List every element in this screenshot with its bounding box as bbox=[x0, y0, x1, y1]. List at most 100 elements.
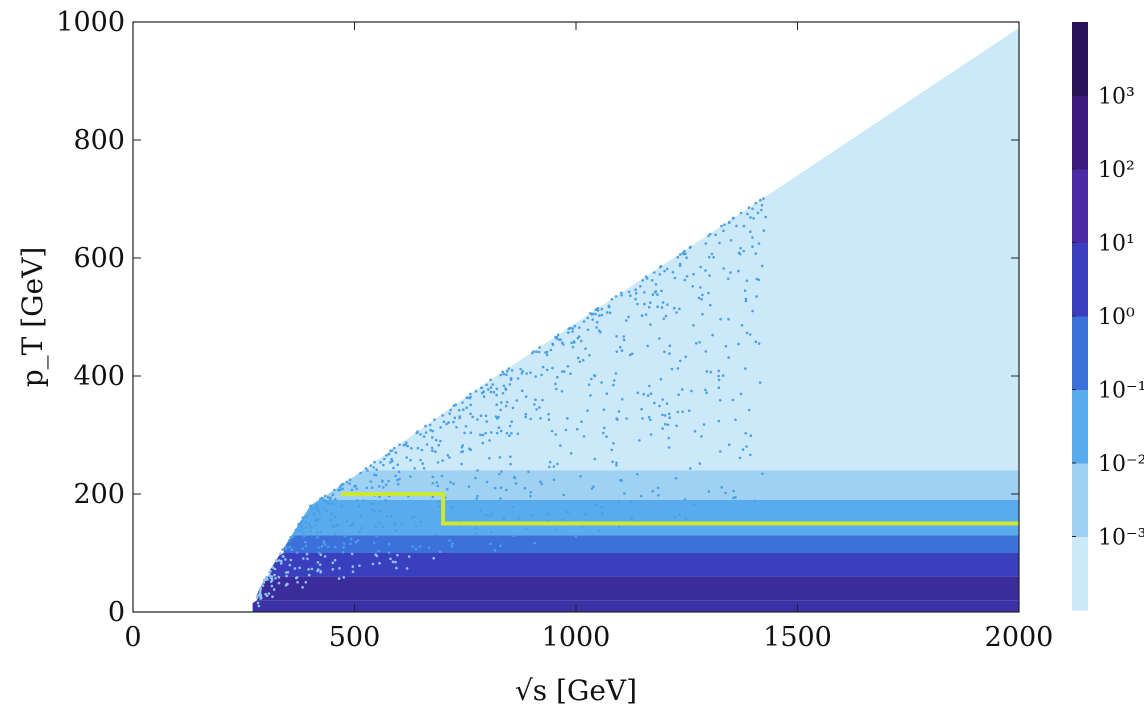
scatter-point bbox=[350, 552, 354, 556]
scatter-points bbox=[255, 197, 767, 608]
scatter-point bbox=[599, 330, 602, 334]
scatter-point bbox=[579, 339, 583, 343]
scatter-point bbox=[464, 425, 468, 428]
scatter-point bbox=[310, 567, 314, 571]
scatter-point bbox=[610, 298, 614, 301]
scatter-point bbox=[721, 374, 725, 377]
scatter-point bbox=[737, 269, 740, 273]
scatter-point bbox=[409, 458, 412, 462]
scatter-point bbox=[727, 317, 730, 321]
scatter-point bbox=[668, 344, 672, 348]
scatter-point bbox=[593, 457, 597, 461]
scatter-point bbox=[661, 427, 664, 430]
scatter-point bbox=[460, 462, 463, 466]
density-bands bbox=[252, 27, 1019, 612]
scatter-point bbox=[566, 365, 570, 368]
scatter-point bbox=[692, 272, 695, 276]
scatter-point bbox=[431, 495, 435, 499]
scatter-point bbox=[289, 558, 293, 562]
scatter-point bbox=[617, 410, 621, 413]
scatter-point bbox=[726, 277, 730, 281]
scatter-point bbox=[333, 558, 337, 562]
y-tick-label: 200 bbox=[73, 479, 125, 510]
scatter-point bbox=[452, 420, 455, 424]
scatter-point bbox=[309, 529, 312, 533]
scatter-point bbox=[586, 328, 590, 332]
scatter-point bbox=[495, 387, 499, 391]
scatter-point bbox=[581, 358, 585, 362]
scatter-point bbox=[431, 429, 435, 433]
scatter-point bbox=[757, 342, 761, 345]
scatter-point bbox=[512, 534, 515, 538]
scatter-point bbox=[378, 521, 381, 524]
scatter-point bbox=[314, 523, 318, 527]
scatter-point bbox=[605, 392, 609, 395]
scatter-point bbox=[573, 324, 577, 328]
scatter-point bbox=[387, 551, 391, 554]
scatter-point bbox=[654, 290, 658, 293]
scatter-point bbox=[322, 500, 326, 503]
scatter-point bbox=[320, 545, 324, 548]
scatter-point bbox=[667, 446, 671, 449]
scatter-point bbox=[620, 291, 623, 295]
scatter-point bbox=[569, 372, 572, 376]
scatter-point bbox=[439, 426, 442, 429]
scatter-point bbox=[326, 545, 330, 549]
scatter-point bbox=[628, 353, 632, 357]
scatter-point bbox=[453, 416, 457, 420]
scatter-point bbox=[461, 401, 464, 404]
scatter-point bbox=[591, 318, 594, 321]
scatter-point bbox=[476, 418, 479, 421]
scatter-point bbox=[414, 547, 418, 551]
scatter-point bbox=[741, 448, 745, 451]
scatter-point bbox=[488, 439, 491, 442]
scatter-point bbox=[539, 480, 542, 484]
scatter-point bbox=[450, 544, 454, 548]
scatter-point bbox=[461, 444, 465, 447]
scatter-point bbox=[299, 523, 303, 527]
scatter-point bbox=[600, 505, 604, 509]
y-tick-label: 400 bbox=[73, 361, 125, 392]
scatter-point bbox=[612, 379, 616, 382]
scatter-point bbox=[678, 307, 681, 311]
scatter-point bbox=[677, 393, 680, 397]
scatter-point bbox=[649, 301, 652, 305]
scatter-point bbox=[323, 555, 327, 558]
scatter-point bbox=[744, 367, 747, 370]
scatter-point bbox=[535, 350, 538, 354]
scatter-point bbox=[495, 393, 498, 397]
scatter-point bbox=[649, 392, 653, 396]
scatter-point bbox=[545, 350, 549, 354]
scatter-point bbox=[432, 556, 436, 560]
scatter-point bbox=[500, 401, 503, 404]
scatter-point bbox=[389, 449, 392, 453]
scatter-point bbox=[436, 461, 440, 464]
scatter-point bbox=[639, 494, 643, 498]
scatter-point bbox=[369, 480, 373, 483]
scatter-point bbox=[349, 542, 352, 546]
scatter-point bbox=[709, 370, 713, 374]
scatter-point bbox=[498, 472, 501, 476]
scatter-point bbox=[676, 367, 680, 370]
scatter-point bbox=[692, 324, 695, 327]
scatter-point bbox=[562, 343, 565, 346]
scatter-point bbox=[382, 486, 385, 489]
scatter-point bbox=[334, 498, 337, 501]
scatter-point bbox=[311, 507, 314, 511]
scatter-point bbox=[400, 522, 404, 526]
scatter-point bbox=[394, 451, 398, 454]
scatter-point bbox=[643, 302, 646, 306]
scatter-point bbox=[499, 429, 503, 433]
scatter-point bbox=[697, 296, 701, 300]
scatter-point bbox=[509, 455, 512, 459]
scatter-point bbox=[700, 435, 703, 438]
scatter-point bbox=[258, 591, 262, 594]
scatter-point bbox=[322, 507, 325, 510]
scatter-point bbox=[289, 536, 293, 539]
scatter-point bbox=[398, 443, 401, 447]
scatter-point bbox=[551, 342, 554, 346]
scatter-point bbox=[510, 432, 513, 435]
scatter-point bbox=[304, 544, 308, 548]
scatter-point bbox=[329, 496, 332, 500]
scatter-point bbox=[463, 431, 466, 435]
